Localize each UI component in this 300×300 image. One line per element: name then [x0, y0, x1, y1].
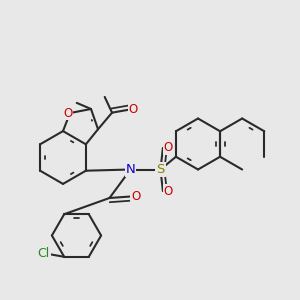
Text: O: O	[131, 190, 140, 203]
Text: O: O	[63, 106, 72, 119]
Text: Cl: Cl	[38, 247, 50, 260]
Text: S: S	[156, 163, 165, 176]
Text: N: N	[126, 163, 135, 176]
Text: O: O	[129, 103, 138, 116]
Text: O: O	[164, 185, 173, 198]
Text: O: O	[164, 141, 173, 154]
